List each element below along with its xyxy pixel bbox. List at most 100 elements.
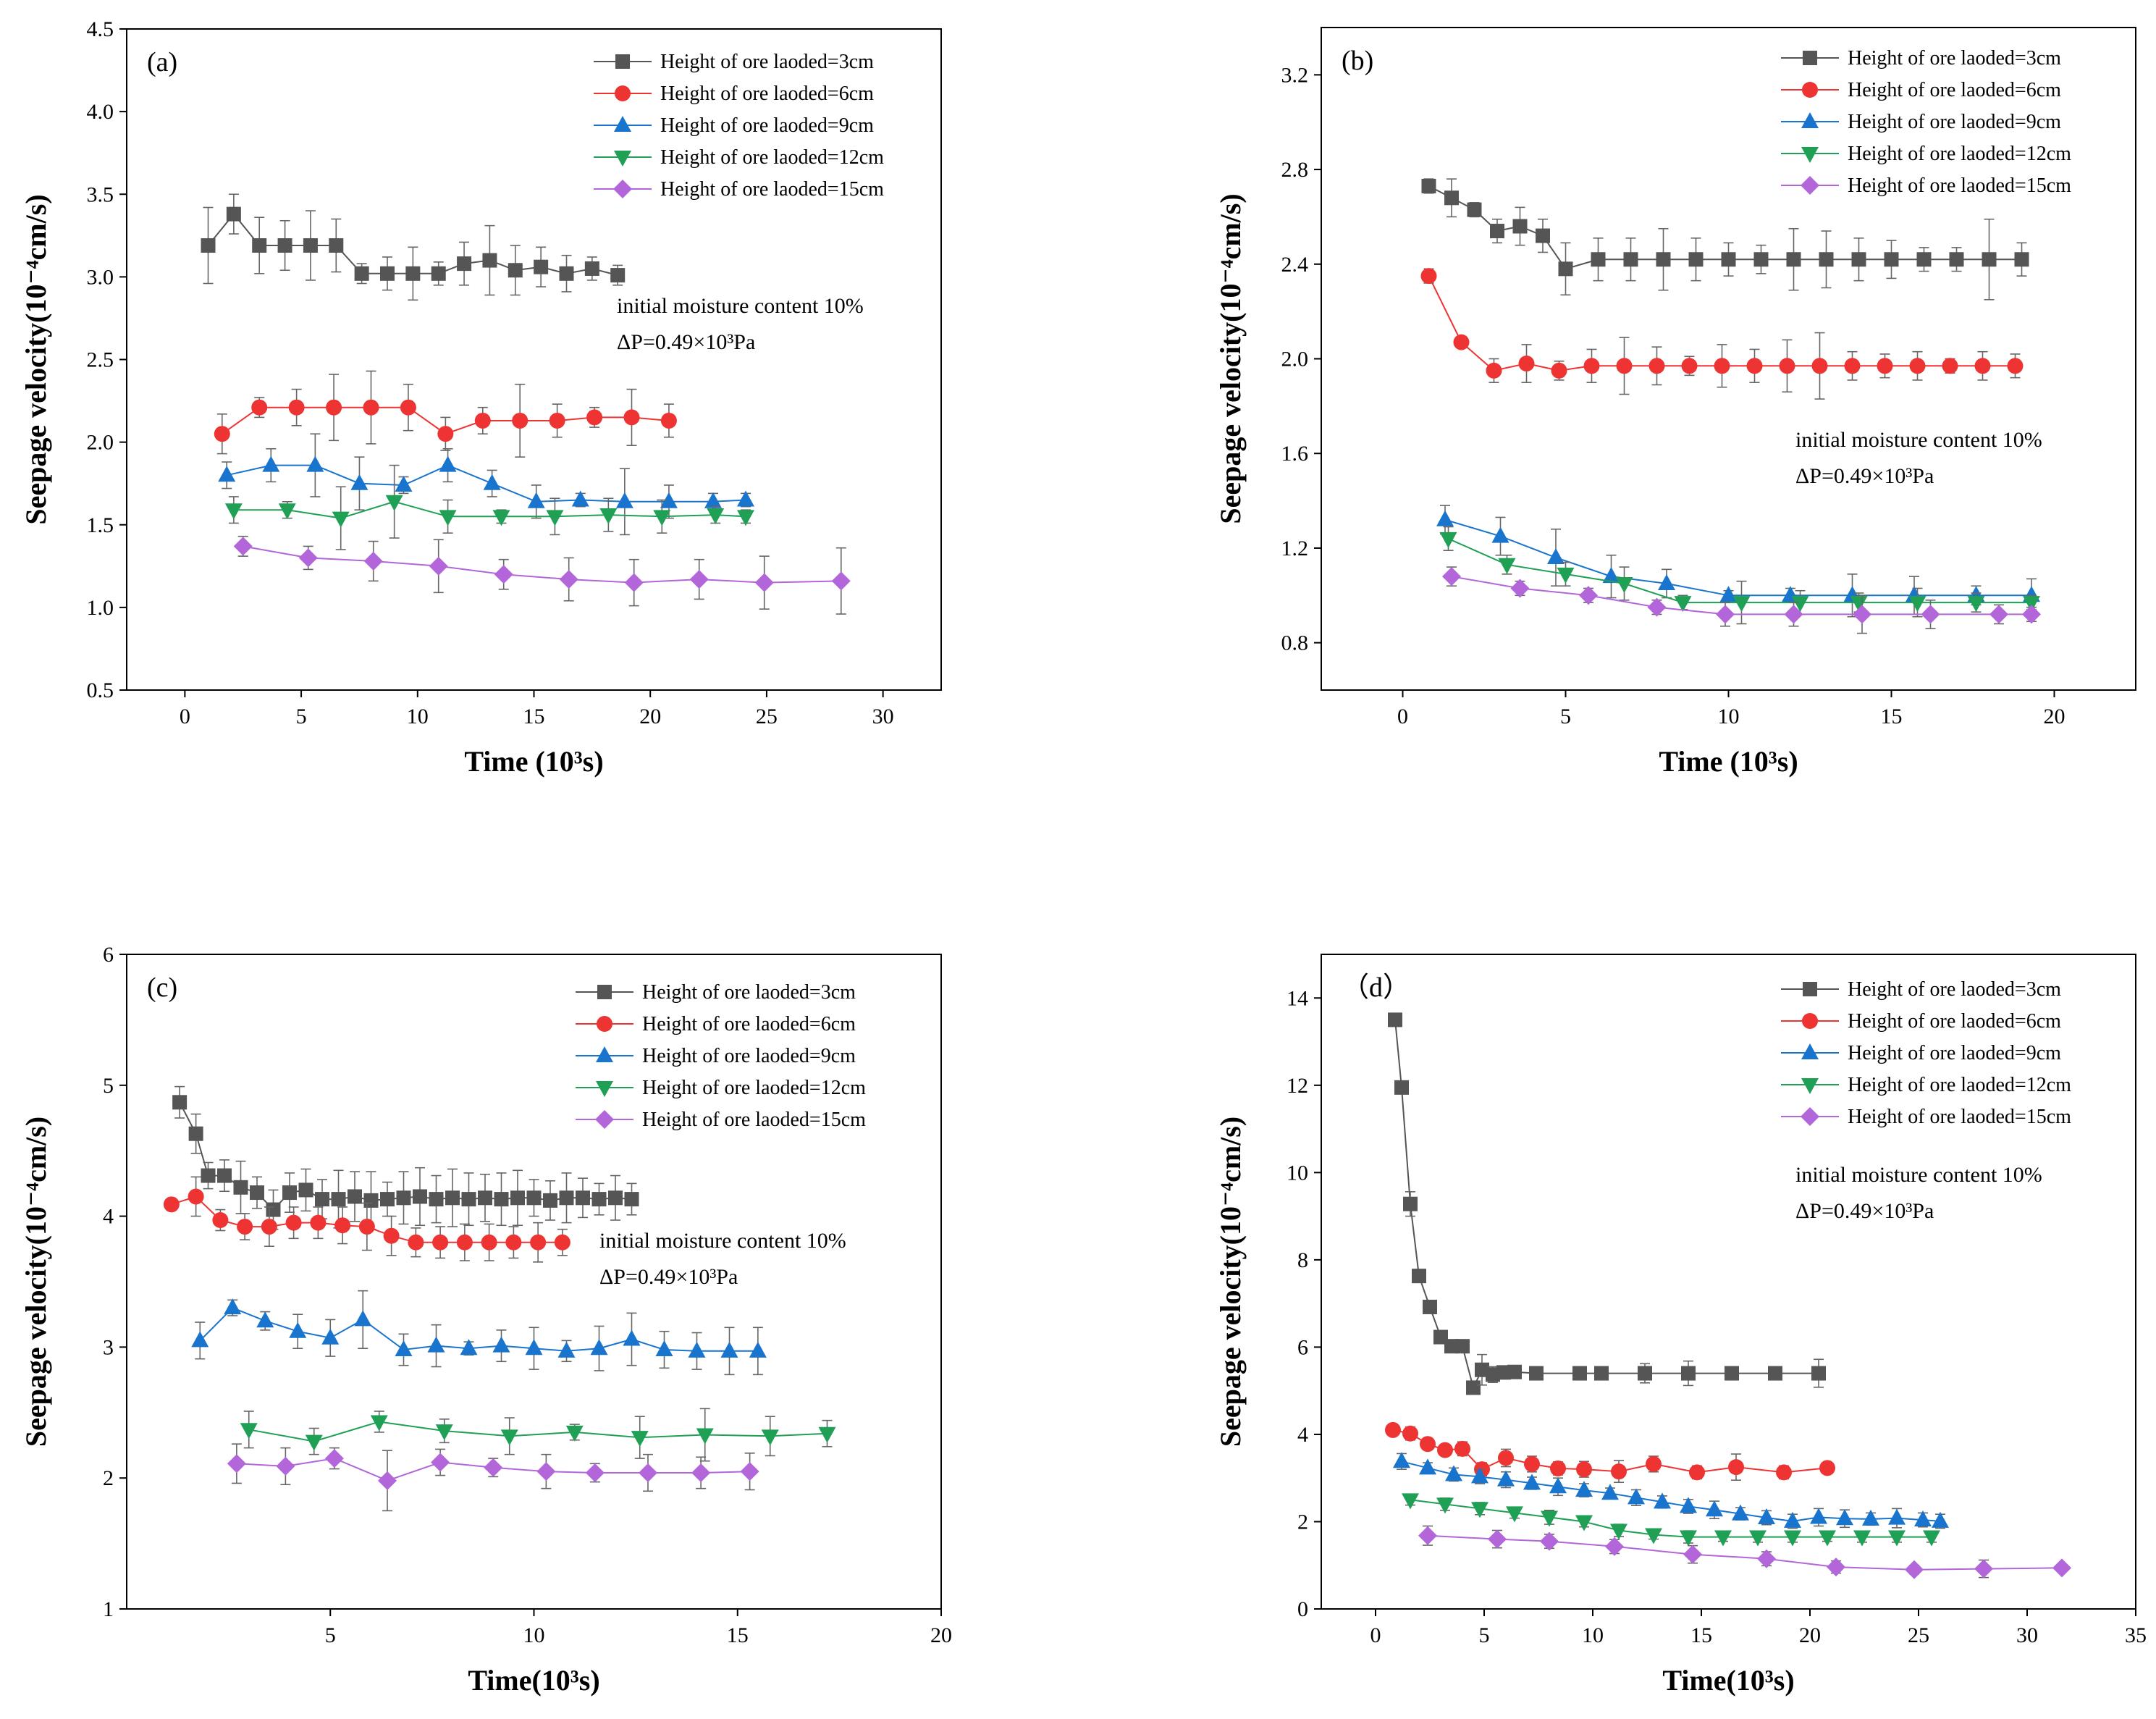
data-point [557,1341,576,1358]
data-point [623,1329,641,1346]
data-point [439,510,457,526]
x-tick-label: 20 [1799,1623,1821,1647]
data-point [218,466,236,482]
data-point [1524,1455,1540,1472]
data-point [1436,1497,1454,1514]
data-point [1616,358,1633,374]
data-point [1850,596,1868,613]
series-4 [224,464,754,550]
data-point [233,537,253,556]
data-point [1719,586,1738,602]
y-tick-label: 2.0 [87,431,114,455]
annotation-text: ΔP=0.49×10³Pa [617,330,755,354]
y-tick-label: 0 [1297,1597,1308,1621]
data-point [623,409,640,426]
legend-label: Height of ore laoded=12cm [660,146,884,169]
data-point [704,492,722,508]
x-tick-label: 35 [2125,1623,2147,1647]
data-point [217,1168,232,1183]
data-point [508,263,523,278]
data-point [1716,605,1735,624]
x-tick-label: 20 [930,1623,952,1647]
legend-marker [596,1081,613,1097]
data-point [707,508,725,525]
data-point [413,1189,427,1204]
y-tick-label: 0.5 [87,678,114,702]
data-point [237,1219,253,1235]
data-point [435,1424,453,1441]
data-point [1536,228,1550,243]
data-point [655,1340,673,1357]
data-point [350,474,369,490]
x-tick-label: 25 [1908,1623,1929,1647]
data-point [1923,1530,1940,1547]
data-point [737,510,754,526]
series-line [1448,537,2031,604]
data-point [1688,252,1704,267]
data-point [1471,1467,1488,1484]
plot-frame [1321,954,2136,1610]
data-point [408,1234,424,1251]
data-point [163,1196,180,1213]
legend-label: Height of ore laoded=12cm [1848,1074,2071,1096]
panel-label: (a) [147,47,177,77]
data-point [1768,1366,1782,1381]
series-line [1392,1429,1828,1474]
data-point [1615,576,1633,593]
data-point [1967,596,1985,613]
data-point [1557,567,1575,584]
data-point [696,1428,714,1445]
data-point [358,1219,375,1235]
data-point [1497,1470,1515,1487]
panel-label: (b) [1342,46,1373,76]
legend-label: Height of ore laoded=12cm [642,1077,866,1099]
data-point [1905,1560,1924,1579]
y-tick-label: 4 [1297,1423,1308,1447]
series-1 [201,193,626,301]
data-point [1549,1477,1567,1494]
data-point [251,399,268,416]
data-point [1498,558,1516,574]
data-point [1437,1442,1453,1458]
data-point [1974,358,1991,374]
data-point [354,1310,372,1327]
legend-marker [1801,176,1819,195]
data-point [380,1192,395,1207]
data-point [1512,219,1528,234]
x-axis-title: Time (10³s) [1659,745,1798,778]
legend-marker [595,1110,614,1129]
data-point [591,1192,607,1207]
data-point [1445,1465,1462,1481]
y-tick-label: 8 [1297,1248,1308,1272]
data-point [1393,1452,1410,1468]
data-point [188,1188,204,1205]
data-point [1942,358,1958,374]
data-point [1877,358,1893,374]
data-point [1455,1339,1470,1354]
data-point [1547,548,1565,564]
data-point [1506,1506,1523,1523]
data-point [1541,1510,1558,1527]
data-point [1862,1509,1879,1526]
data-point [1753,252,1769,267]
y-tick-label: 3.2 [1281,63,1309,87]
legend-label: Height of ore laoded=9cm [660,114,874,137]
data-point [378,1471,397,1490]
data-point [354,266,369,281]
data-point [691,1463,711,1482]
data-point [559,266,574,281]
data-point [639,1463,657,1482]
series-line [1451,576,2031,615]
x-tick-label: 10 [1582,1623,1604,1647]
data-point [483,474,501,490]
data-point [586,409,603,426]
data-point [720,1341,738,1358]
data-point [608,1190,623,1206]
data-point [1402,1425,1418,1442]
y-tick-label: 3.5 [87,182,114,206]
data-point [395,1340,413,1357]
data-point [310,1214,327,1231]
data-point [1594,1366,1609,1381]
data-point [1518,356,1535,372]
